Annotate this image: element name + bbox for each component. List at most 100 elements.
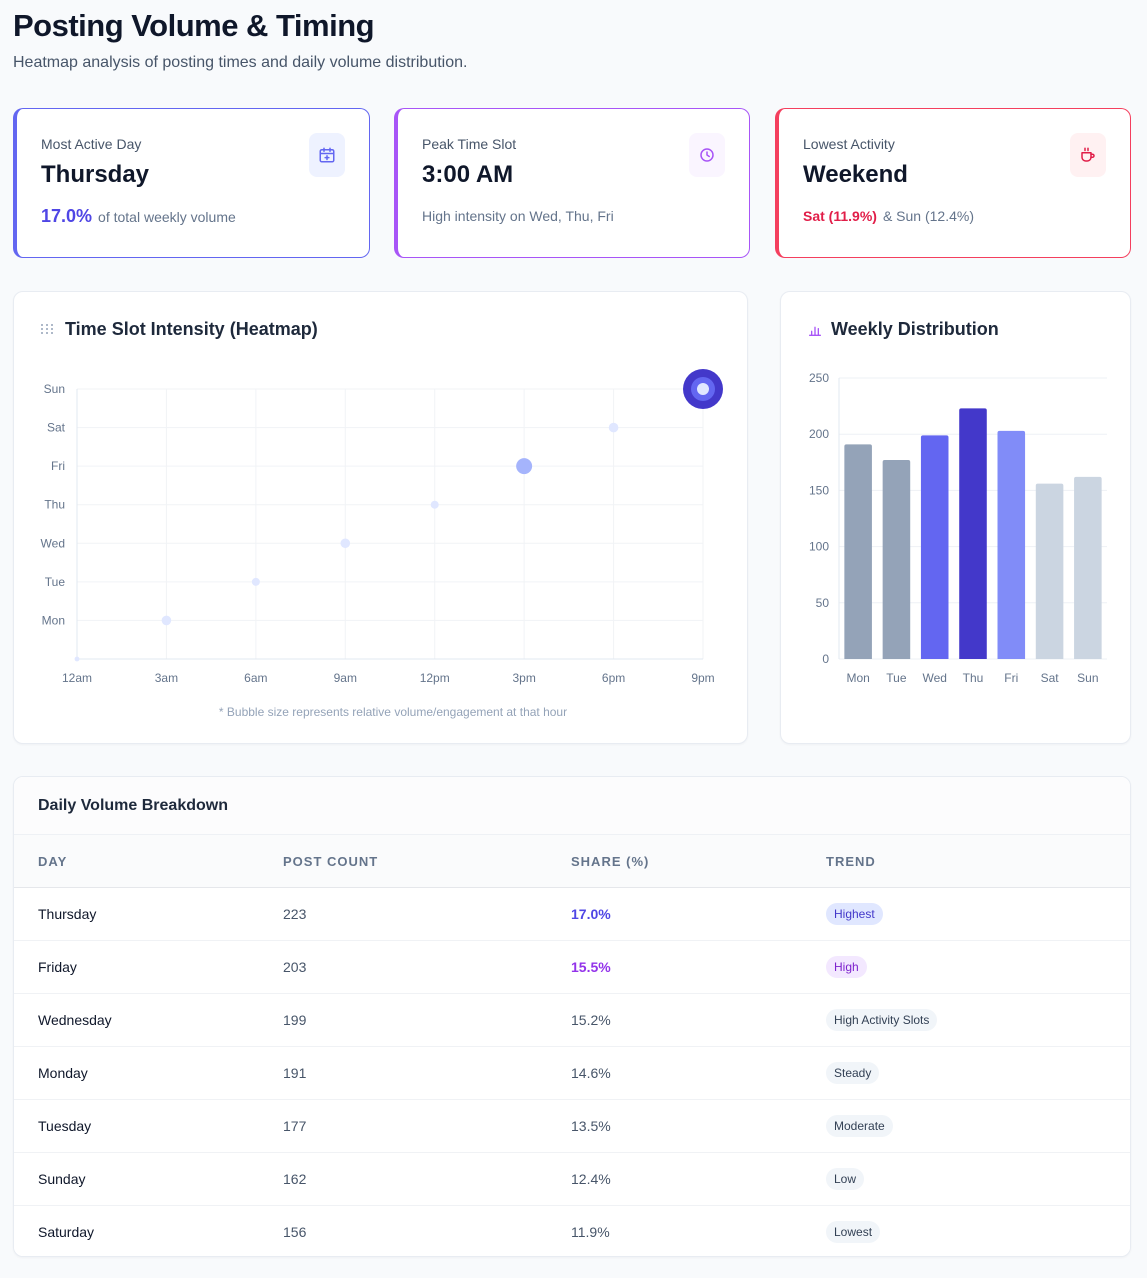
trend-badge: Lowest	[826, 1221, 881, 1243]
coffee-icon	[1070, 133, 1106, 177]
heatmap-x-tick-label: 3am	[155, 671, 178, 685]
bar-y-tick-label: 200	[809, 427, 829, 441]
bar-tue	[882, 460, 911, 659]
heatmap-x-tick-label: 9am	[334, 671, 357, 685]
table-row: Sunday 162 12.4% Low	[14, 1153, 1130, 1206]
clock-icon	[689, 133, 725, 177]
cell-day: Monday	[38, 1065, 88, 1081]
kpi-note: & Sun (12.4%)	[882, 208, 974, 224]
heatmap-bubble	[74, 656, 80, 662]
trend-badge: Moderate	[826, 1115, 893, 1137]
heatmap-y-tick-label: Mon	[42, 613, 65, 627]
cell-share: 11.9%	[571, 1224, 610, 1240]
cell-post-count: 203	[283, 959, 307, 975]
weekly-distribution-card: Weekly Distribution 0 50 100 150 200 250 Mon Tu…	[780, 291, 1131, 744]
cell-day: Tuesday	[38, 1118, 92, 1134]
trend-badge: High	[826, 956, 867, 978]
heatmap-y-tick-label: Sat	[47, 421, 66, 435]
bar-y-tick-label: 150	[809, 483, 829, 497]
kpi-highlight: 17.0%	[41, 206, 93, 226]
kpi-card-most-active-day: Most Active Day Thursday 17.0% of total w…	[13, 108, 370, 258]
heatmap-x-tick-label: 12am	[62, 671, 92, 685]
kpi-note: of total weekly volume	[98, 209, 236, 225]
heatmap-bubble	[430, 500, 439, 509]
kpi-subtext: Sat (11.9%) & Sun (12.4%)	[803, 208, 974, 224]
bar-y-tick-label: 0	[822, 652, 829, 666]
cell-post-count: 156	[283, 1224, 307, 1240]
bar-wed	[920, 435, 949, 659]
page-header: Posting Volume & Timing Heatmap analysis…	[13, 8, 467, 72]
table-row: Monday 191 14.6% Steady	[14, 1047, 1130, 1100]
bar-y-tick-label: 250	[809, 371, 829, 385]
trend-badge: Low	[826, 1168, 865, 1190]
cell-day: Wednesday	[38, 1012, 112, 1028]
heatmap-bubble	[251, 577, 260, 586]
kpi-label: Peak Time Slot	[422, 136, 517, 152]
table-title: Daily Volume Breakdown	[38, 797, 228, 814]
heatmap-x-tick-label: 12pm	[420, 671, 450, 685]
heatmap-y-tick-label: Tue	[45, 575, 66, 589]
table-row: Thursday 223 17.0% Highest	[14, 888, 1130, 941]
heatmap-y-tick-label: Thu	[44, 498, 65, 512]
heatmap-bubble	[516, 458, 533, 475]
grid-dots-icon	[41, 324, 53, 334]
kpi-label: Lowest Activity	[803, 136, 895, 152]
page-title: Posting Volume & Timing	[13, 8, 375, 43]
cell-post-count: 199	[283, 1012, 307, 1028]
kpi-card-lowest-activity: Lowest Activity Weekend Sat (11.9%) & Sun…	[775, 108, 1131, 258]
bar-chart-icon	[809, 326, 821, 336]
bar-x-tick-label: Wed	[922, 671, 946, 685]
weekly-distribution-chart: 0 50 100 150 200 250 Mon Tue Wed Thu Fri Sat Sun	[809, 371, 1107, 685]
heatmap-y-tick-label: Wed	[41, 536, 65, 550]
heatmap-title: Time Slot Intensity (Heatmap)	[65, 319, 318, 339]
bar-fri	[997, 430, 1026, 659]
kpi-card-peak-time-slot: Peak Time Slot 3:00 AM High intensity on…	[394, 108, 750, 258]
table-row: Wednesday 199 15.2% High Activity Slots	[14, 994, 1130, 1047]
cell-share: 14.6%	[571, 1065, 611, 1081]
kpi-highlight: Sat (11.9%)	[803, 208, 877, 224]
cell-post-count: 191	[283, 1065, 307, 1081]
bar-y-tick-label: 50	[816, 596, 830, 610]
heatmap-x-tick-label: 3pm	[512, 671, 535, 685]
bar-y-tick-label: 100	[809, 540, 829, 554]
heatmap-x-tick-label: 9pm	[691, 671, 714, 685]
column-header-day: DAY	[38, 854, 68, 869]
column-header-trend: TREND	[826, 854, 876, 869]
cell-post-count: 223	[283, 906, 307, 922]
bar-sun	[1074, 476, 1102, 659]
cell-share: 17.0%	[571, 906, 611, 922]
bar-x-tick-label: Thu	[963, 671, 984, 685]
page-subtitle: Heatmap analysis of posting times and da…	[13, 54, 468, 71]
kpi-value: Weekend	[803, 161, 908, 188]
bar-x-tick-label: Sat	[1041, 671, 1060, 685]
bar-x-tick-label: Fri	[1004, 671, 1018, 685]
cell-day: Saturday	[38, 1224, 95, 1240]
cell-share: 15.5%	[571, 959, 611, 975]
bar-x-tick-label: Mon	[846, 671, 869, 685]
heatmap-card: Time Slot Intensity (Heatmap) 12am 3am 6am…	[13, 291, 748, 744]
table-header-bar: Daily Volume Breakdown	[14, 777, 1130, 835]
kpi-value: 3:00 AM	[422, 161, 514, 188]
cell-share: 15.2%	[571, 1012, 611, 1028]
table-column-headers: DAY POST COUNT SHARE (%) TREND	[14, 835, 1130, 888]
distribution-title: Weekly Distribution	[831, 319, 999, 339]
table-row: Friday 203 15.5% High	[14, 941, 1130, 994]
daily-volume-table: Daily Volume Breakdown DAY POST COUNT SH…	[13, 776, 1131, 1257]
cell-day: Sunday	[38, 1171, 86, 1187]
table-row: Tuesday 177 13.5% Moderate	[14, 1100, 1130, 1153]
heatmap-bubble-peak-core	[697, 383, 709, 395]
heatmap-bubble	[161, 615, 172, 626]
trend-badge: Highest	[826, 903, 883, 925]
heatmap-footnote: * Bubble size represents relative volume…	[219, 705, 567, 719]
cell-post-count: 177	[283, 1118, 307, 1134]
heatmap-x-tick-label: 6am	[244, 671, 267, 685]
trend-badge: High Activity Slots	[826, 1009, 938, 1031]
heatmap-x-tick-label: 6pm	[602, 671, 625, 685]
heatmap-chart: 12am 3am 6am 9am 12pm 3pm 6pm 9pm Mon Tue Wed Thu Fr…	[41, 369, 723, 719]
trend-badge: Steady	[826, 1062, 880, 1084]
table-row: Saturday 156 11.9% Lowest	[14, 1206, 1130, 1256]
cell-day: Thursday	[38, 906, 97, 922]
cell-share: 12.4%	[571, 1171, 611, 1187]
heatmap-bubble	[340, 538, 351, 549]
heatmap-y-tick-label: Sun	[44, 382, 65, 396]
